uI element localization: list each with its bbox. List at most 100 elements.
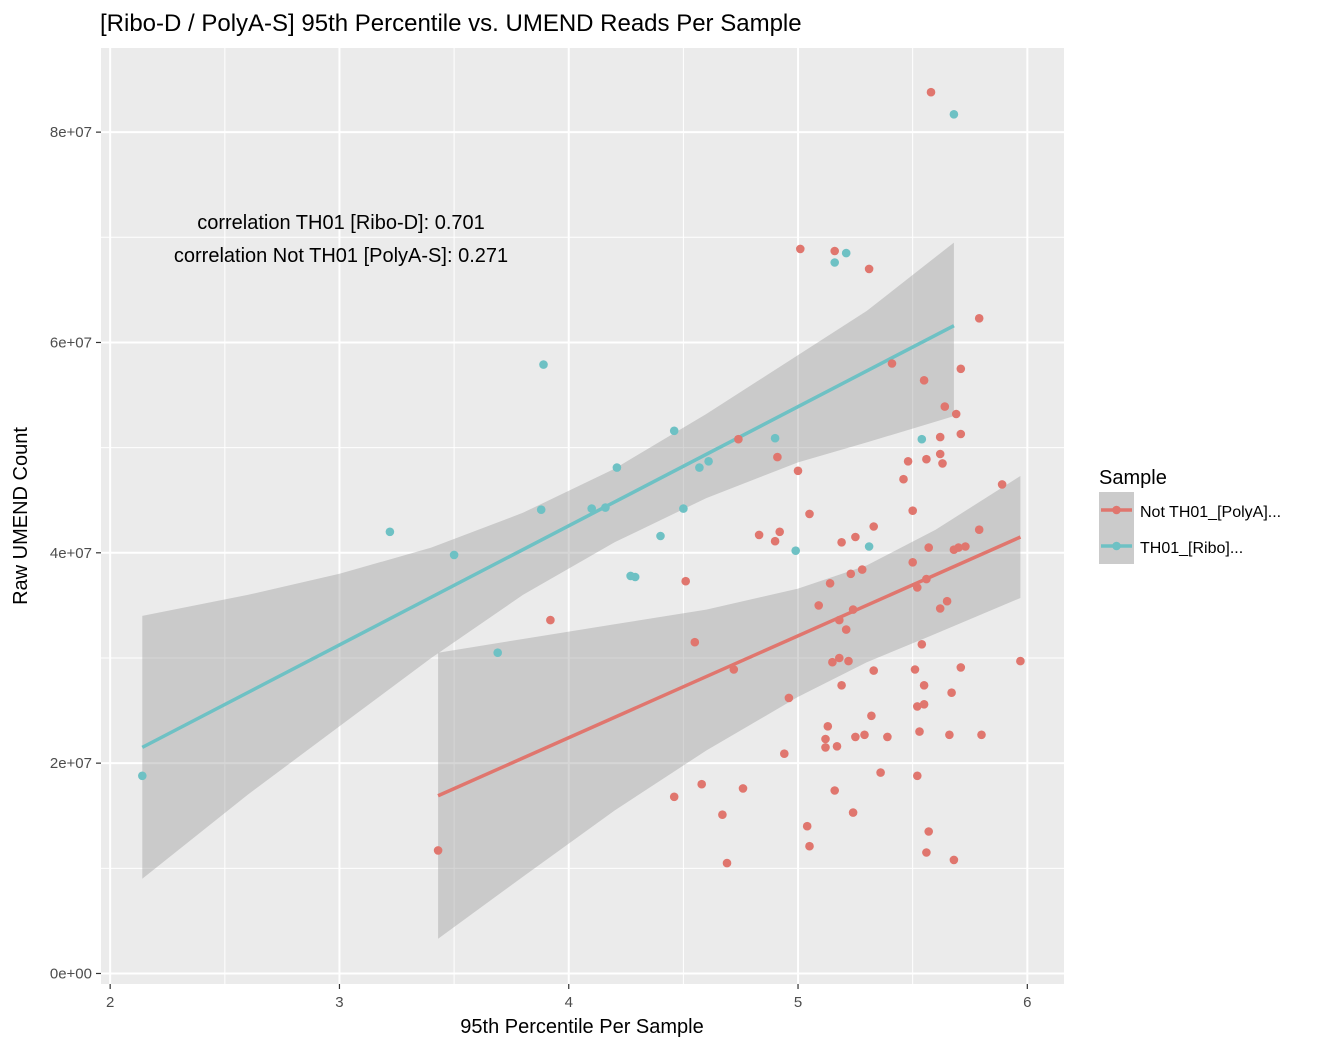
point-not-th01 xyxy=(951,409,961,419)
point-th01 xyxy=(791,546,800,555)
legend-key-not-th01-dot xyxy=(1112,505,1121,515)
legend-label-not-th01: Not TH01_[PolyA]... xyxy=(1140,504,1281,521)
point-not-th01 xyxy=(784,693,794,703)
point-not-th01 xyxy=(961,542,970,551)
point-not-th01 xyxy=(919,700,929,709)
point-not-th01 xyxy=(942,596,952,606)
confidence-band-th01 xyxy=(142,242,954,879)
point-not-th01 xyxy=(917,640,927,649)
x-axis-label: 95th Percentile Per Sample xyxy=(460,1016,703,1038)
point-not-th01 xyxy=(837,538,846,547)
point-not-th01 xyxy=(864,264,874,274)
point-th01 xyxy=(949,110,959,119)
point-not-th01 xyxy=(754,530,764,540)
point-not-th01 xyxy=(922,848,931,857)
point-not-th01 xyxy=(729,665,739,674)
point-not-th01 xyxy=(997,480,1007,489)
point-th01 xyxy=(138,771,147,781)
point-th01 xyxy=(630,572,640,582)
point-not-th01 xyxy=(830,246,839,256)
point-not-th01 xyxy=(835,653,844,663)
point-not-th01 xyxy=(913,583,922,592)
point-not-th01 xyxy=(949,855,959,865)
x-tick-label: 2 xyxy=(106,994,114,1011)
point-not-th01 xyxy=(935,604,945,613)
point-th01 xyxy=(770,433,780,443)
chart-title: [Ribo-D / PolyA-S] 95th Percentile vs. U… xyxy=(100,10,802,37)
annotation-not-th01: correlation Not TH01 [PolyA-S]: 0.271 xyxy=(174,245,508,267)
point-not-th01 xyxy=(977,730,986,740)
x-tick-label: 3 xyxy=(335,994,343,1011)
point-not-th01 xyxy=(793,466,803,476)
point-not-th01 xyxy=(846,569,856,579)
point-not-th01 xyxy=(883,732,892,742)
point-th01 xyxy=(601,503,610,512)
point-not-th01 xyxy=(823,722,833,731)
point-not-th01 xyxy=(681,576,690,586)
point-th01 xyxy=(704,457,713,466)
y-axis-label: Raw UMEND Count xyxy=(10,427,32,605)
point-not-th01 xyxy=(848,605,858,614)
point-not-th01 xyxy=(947,688,956,697)
point-th01 xyxy=(493,648,503,657)
point-not-th01 xyxy=(913,771,922,781)
fit-line-th01 xyxy=(141,324,955,749)
point-not-th01 xyxy=(857,565,867,574)
point-not-th01 xyxy=(837,681,846,690)
point-not-th01 xyxy=(796,244,805,254)
point-not-th01 xyxy=(919,681,929,690)
x-tick-label: 5 xyxy=(794,994,802,1011)
point-not-th01 xyxy=(974,314,984,323)
legend-label-th01: TH01_[Ribo]... xyxy=(1140,540,1243,557)
point-not-th01 xyxy=(867,711,876,721)
point-not-th01 xyxy=(956,429,966,439)
annotation-th01: correlation TH01 [Ribo-D]: 0.701 xyxy=(197,212,485,234)
point-not-th01 xyxy=(821,743,830,752)
point-not-th01 xyxy=(908,506,917,515)
y-tick-label: 0e+00 xyxy=(50,965,92,982)
point-not-th01 xyxy=(924,543,933,552)
point-not-th01 xyxy=(848,808,858,817)
point-not-th01 xyxy=(825,579,835,588)
point-not-th01 xyxy=(935,449,945,459)
point-not-th01 xyxy=(835,615,844,625)
point-not-th01 xyxy=(910,665,920,674)
legend-title: Sample xyxy=(1099,467,1167,489)
point-not-th01 xyxy=(841,625,851,634)
point-not-th01 xyxy=(832,742,842,751)
point-not-th01 xyxy=(908,558,917,567)
point-not-th01 xyxy=(919,376,929,385)
point-not-th01 xyxy=(926,87,936,97)
point-th01 xyxy=(669,426,679,436)
point-th01 xyxy=(656,531,665,541)
confidence-bands xyxy=(142,242,1021,939)
plot-panel xyxy=(101,48,1064,984)
y-tick-label: 8e+07 xyxy=(50,124,92,141)
point-not-th01 xyxy=(433,846,443,855)
x-axis: 2 3 4 5 6 xyxy=(106,984,1031,1011)
point-th01 xyxy=(679,504,688,513)
point-th01 xyxy=(587,504,596,513)
grid-major xyxy=(101,48,1064,984)
point-not-th01 xyxy=(669,792,679,802)
point-not-th01 xyxy=(830,786,839,795)
point-not-th01 xyxy=(954,543,963,552)
correlation-annotations: correlation TH01 [Ribo-D]: 0.701 correla… xyxy=(174,212,508,267)
point-not-th01 xyxy=(956,663,966,672)
point-not-th01 xyxy=(802,821,812,831)
point-not-th01 xyxy=(828,657,837,667)
point-not-th01 xyxy=(734,434,743,444)
point-th01 xyxy=(864,542,874,551)
grid-minor xyxy=(101,48,1064,984)
point-not-th01 xyxy=(805,841,814,851)
point-not-th01 xyxy=(718,810,727,819)
point-th01 xyxy=(841,248,851,258)
point-th01 xyxy=(917,434,927,444)
data-points xyxy=(138,87,1025,868)
point-not-th01 xyxy=(780,749,789,758)
x-tick-label: 6 xyxy=(1023,994,1031,1011)
point-not-th01 xyxy=(697,779,706,789)
point-not-th01 xyxy=(690,637,700,647)
point-not-th01 xyxy=(814,601,823,610)
